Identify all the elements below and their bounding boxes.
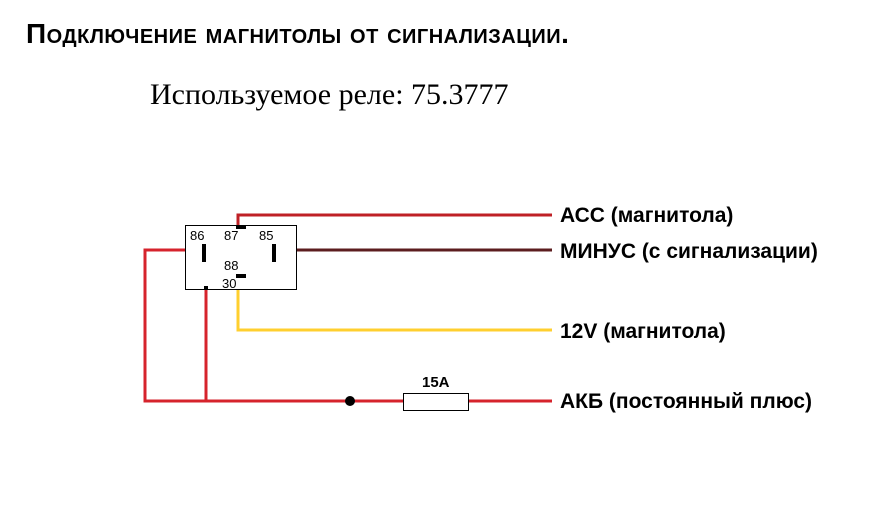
junction-dot [345,396,355,406]
pin-85 [272,244,276,262]
pin-85-label: 85 [259,228,273,243]
acc-label: АСС (магнитола) [560,204,733,228]
pin-87-label: 87 [224,228,238,243]
pin-86 [202,244,206,262]
pin-88 [236,274,246,278]
fuse-box [403,393,469,411]
fuse-value: 15A [422,374,450,391]
pin-86-label: 86 [190,228,204,243]
battery-label: АКБ (постоянный плюс) [560,390,812,414]
pin-30-label: 30 [222,276,236,291]
pin-30 [204,286,208,290]
relay-model-subtitle: Используемое реле: 75.3777 [150,78,509,112]
pin-88-label: 88 [224,258,238,273]
alarm-minus-label: МИНУС (с сигнализации) [560,240,818,264]
page-title: Подключение магнитолы от сигнализации. [26,18,569,50]
twelve-v-label: 12V (магнитола) [560,320,726,344]
